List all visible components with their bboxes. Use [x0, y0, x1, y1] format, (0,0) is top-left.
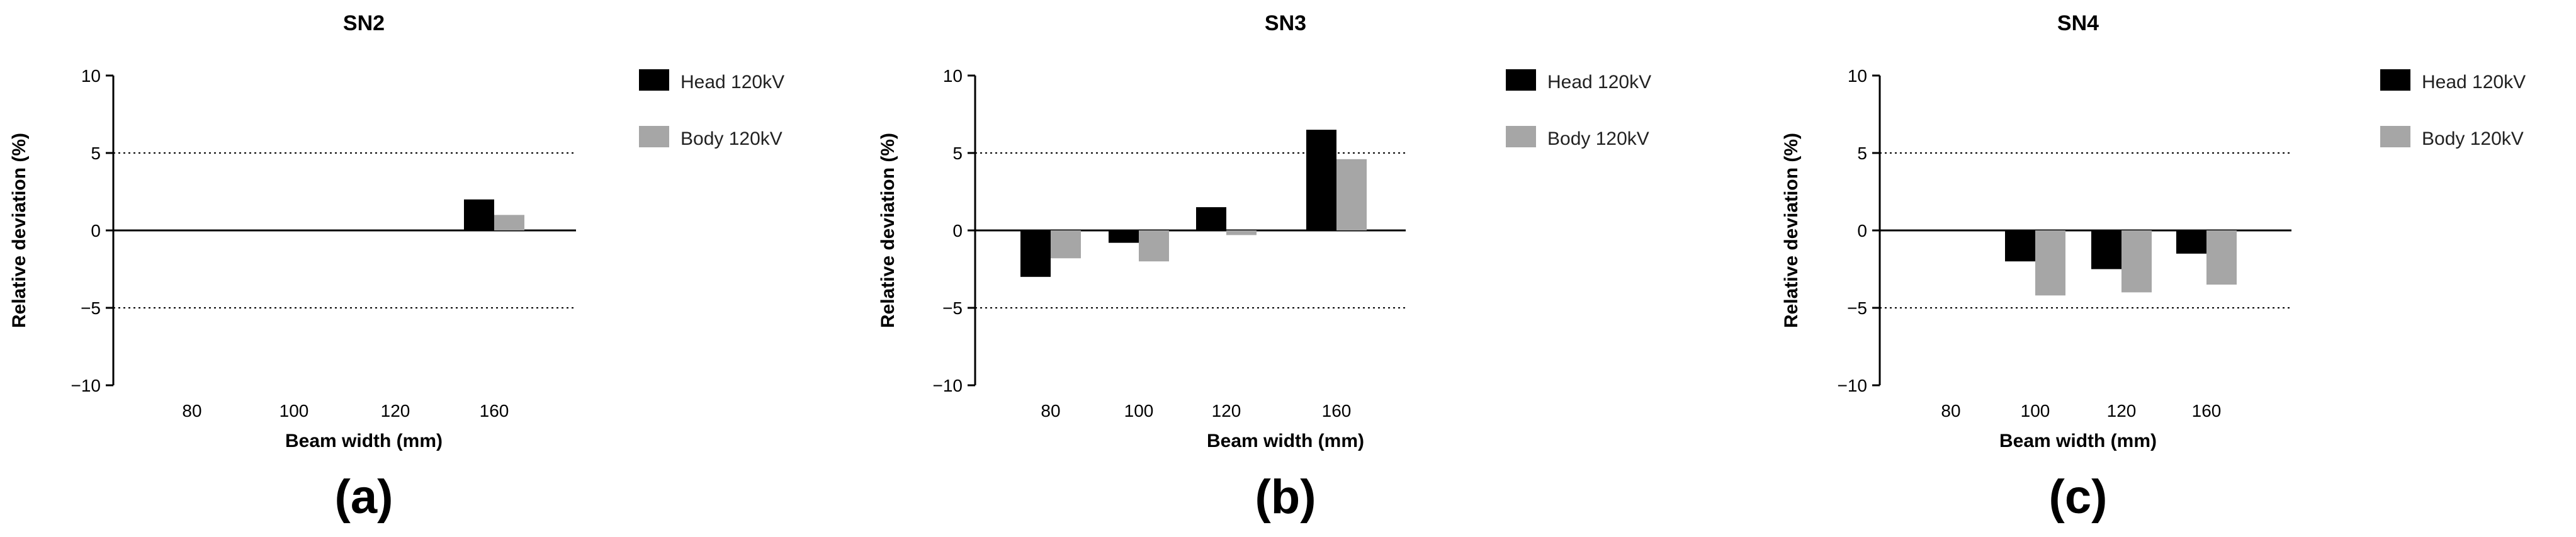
x-tick-label: 80	[182, 401, 201, 421]
legend-entry: Body 120kV	[2422, 128, 2524, 149]
bar-head-120kv-100	[1109, 230, 1139, 243]
bar-body-120kv-160	[1336, 159, 1367, 230]
y-tick-label: 0	[91, 221, 101, 240]
bar-head-120kv-160	[464, 199, 494, 230]
bar-body-120kv-100	[1139, 230, 1169, 262]
legend-entry: Head 120kV	[2422, 72, 2526, 93]
legend-swatch	[2380, 126, 2410, 147]
chart-title: SN4	[2057, 11, 2099, 35]
y-tick-label: 5	[91, 144, 101, 163]
x-tick-label: 100	[280, 401, 309, 421]
x-axis-label: Beam width (mm)	[1207, 431, 1364, 451]
x-tick-label: 80	[1041, 401, 1060, 421]
x-tick-label: 160	[2192, 401, 2222, 421]
y-tick-label: 5	[952, 144, 963, 163]
y-tick-label: 10	[81, 66, 101, 86]
y-tick-label: 10	[1848, 66, 1867, 86]
bar-body-120kv-100	[2035, 230, 2065, 296]
bar-head-120kv-80	[1020, 230, 1051, 277]
x-tick-label: 120	[381, 401, 410, 421]
bar-body-120kv-160	[494, 215, 524, 230]
y-tick-label: −5	[81, 298, 101, 318]
x-tick-label: 80	[1941, 401, 1960, 421]
bar-head-120kv-160	[2176, 230, 2206, 254]
bar-body-120kv-160	[2206, 230, 2237, 285]
legend-swatch	[2380, 69, 2410, 91]
panel-label: (b)	[1255, 470, 1316, 524]
bar-head-120kv-120	[2091, 230, 2121, 269]
y-tick-label: 10	[943, 66, 963, 86]
legend-entry: Head 120kV	[681, 72, 784, 93]
chart-panel-1: SN2 10 5 0 −5 −10 80 100 120 160 Beam width (mm) Re…	[9, 11, 784, 524]
x-tick-label: 120	[2107, 401, 2137, 421]
legend-swatch	[1506, 69, 1536, 91]
y-tick-label: 0	[1857, 221, 1867, 240]
y-tick-label: −10	[933, 376, 963, 395]
y-tick-label: 0	[952, 221, 963, 240]
bar-head-120kv-100	[2005, 230, 2035, 262]
y-axis-label: Relative deviation (%)	[9, 133, 30, 328]
bar-head-120kv-120	[1196, 207, 1226, 230]
x-tick-label: 160	[480, 401, 509, 421]
legend-swatch	[1506, 126, 1536, 147]
y-axis-label: Relative deviation (%)	[878, 133, 898, 328]
y-tick-label: 5	[1857, 144, 1867, 163]
legend-swatch	[639, 69, 669, 91]
x-tick-label: 100	[2021, 401, 2050, 421]
legend-entry: Body 120kV	[681, 128, 782, 149]
bar-body-120kv-120	[1226, 230, 1257, 235]
bar-body-120kv-120	[2121, 230, 2152, 293]
y-tick-label: −5	[942, 298, 963, 318]
x-axis-label: Beam width (mm)	[1999, 431, 2157, 451]
bar-head-120kv-160	[1306, 130, 1336, 230]
chart-title: SN2	[343, 11, 385, 35]
x-tick-label: 160	[1322, 401, 1352, 421]
legend-swatch	[639, 126, 669, 147]
chart-panel-2: SN3 10 5 0 −5 −10 80 100 120 160 Beam width (mm) Re…	[878, 11, 1651, 524]
bar-body-120kv-80	[1051, 230, 1081, 259]
panel-label: (c)	[2049, 470, 2108, 524]
x-tick-label: 100	[1124, 401, 1154, 421]
legend-entry: Body 120kV	[1547, 128, 1649, 149]
x-tick-label: 120	[1212, 401, 1241, 421]
y-tick-label: −10	[1838, 376, 1868, 395]
legend-entry: Head 120kV	[1547, 72, 1651, 93]
y-tick-label: −10	[71, 376, 101, 395]
panel-label: (a)	[335, 470, 393, 524]
chart-title: SN3	[1265, 11, 1306, 35]
chart-panel-3: SN4 10 5 0 −5 −10 80 100 120 160 Beam width (mm) Re…	[1781, 11, 2526, 524]
y-axis-label: Relative deviation (%)	[1781, 133, 1802, 328]
y-tick-label: −5	[1847, 298, 1867, 318]
x-axis-label: Beam width (mm)	[285, 431, 443, 451]
